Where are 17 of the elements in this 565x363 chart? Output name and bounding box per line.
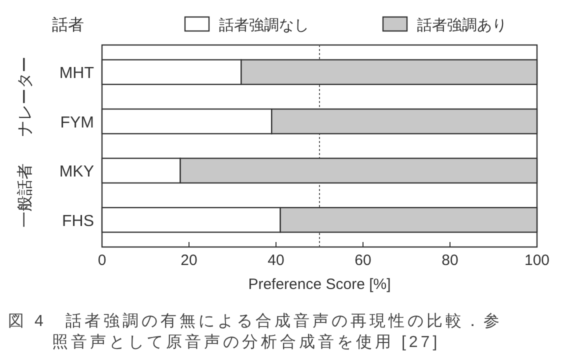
caption: 図 4 話者強調の有無による合成音声の再現性の比較．参照音声として原音声の分析合成音を使用 [27] bbox=[8, 312, 502, 351]
x-axis-title: Preference Score [%] bbox=[248, 276, 391, 293]
y-axis-title: 話者 bbox=[52, 16, 84, 34]
x-tick-label: 0 bbox=[98, 252, 106, 269]
x-tick-label: 40 bbox=[268, 252, 284, 269]
text: ナレーター bbox=[17, 56, 34, 137]
legend-label: 話者強調なし bbox=[219, 17, 309, 34]
y-tick-label: FYM bbox=[60, 114, 94, 132]
x-tick-label: 20 bbox=[180, 252, 198, 269]
y-tick-label: MHT bbox=[59, 65, 94, 82]
y-tick-label: FHS bbox=[62, 212, 94, 230]
y-tick-label: MKY bbox=[59, 164, 94, 181]
x-tick-label: 100 bbox=[524, 252, 550, 269]
text: 一般話者 bbox=[16, 163, 34, 228]
x-tick-label: 60 bbox=[354, 252, 372, 269]
x-tick-label: 80 bbox=[442, 252, 458, 269]
legend-label: 話者強調あり bbox=[417, 17, 507, 34]
